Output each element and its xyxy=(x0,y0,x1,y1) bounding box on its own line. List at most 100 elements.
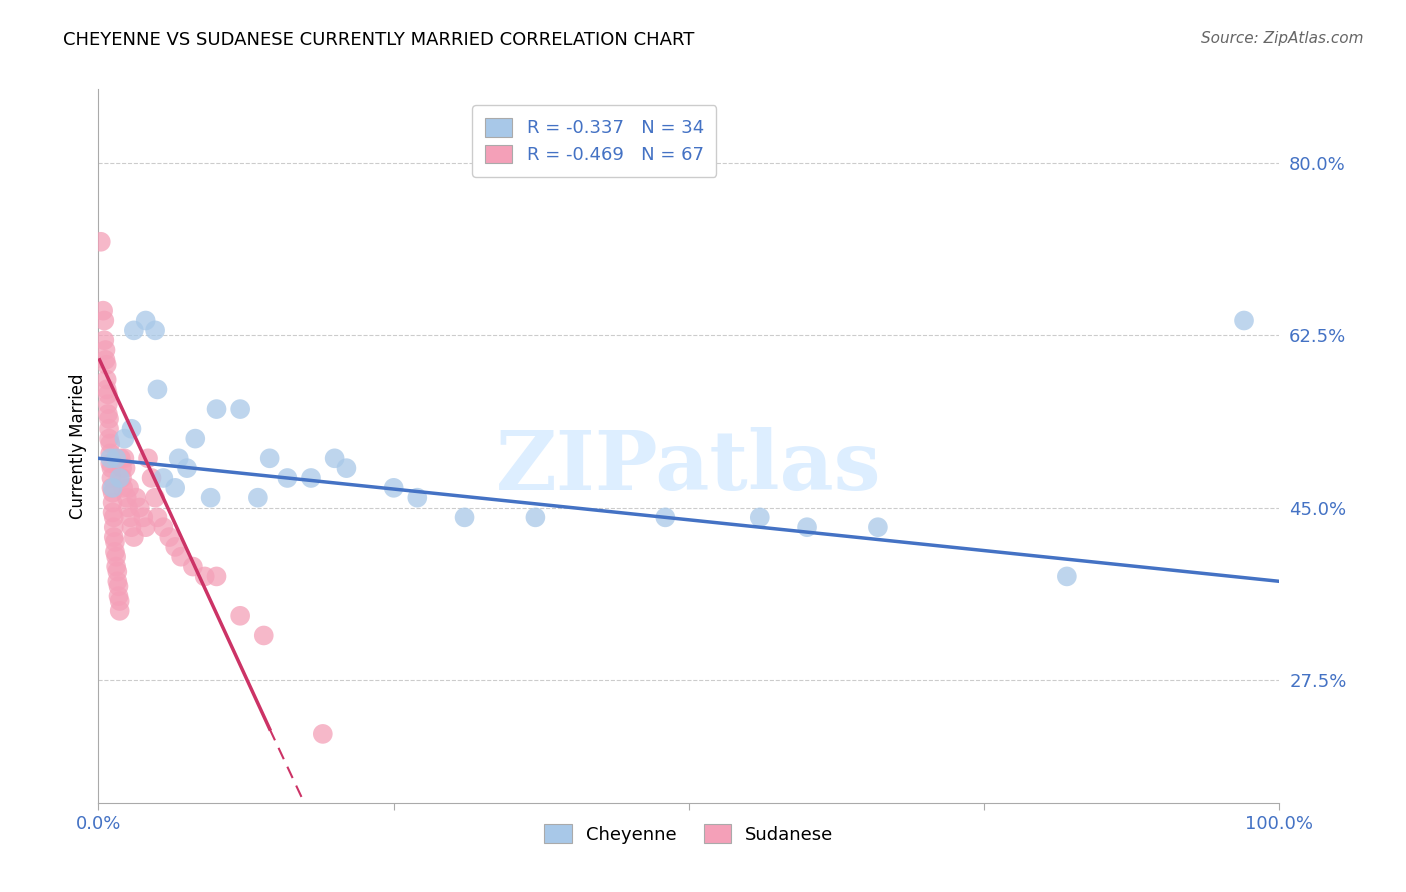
Point xyxy=(165,481,187,495)
Point xyxy=(98,451,121,466)
Point xyxy=(117,500,139,515)
Point xyxy=(101,481,124,495)
Point xyxy=(141,471,163,485)
Point xyxy=(152,520,174,534)
Point xyxy=(93,333,115,347)
Point xyxy=(111,471,134,485)
Point xyxy=(1233,313,1256,327)
Point xyxy=(97,407,120,421)
Point xyxy=(524,510,547,524)
Point xyxy=(96,358,118,372)
Point xyxy=(120,510,142,524)
Point xyxy=(136,451,159,466)
Point xyxy=(121,520,143,534)
Point xyxy=(108,594,131,608)
Point xyxy=(146,510,169,524)
Point xyxy=(96,383,118,397)
Point xyxy=(105,574,128,589)
Point xyxy=(105,549,128,564)
Point xyxy=(143,491,166,505)
Text: CHEYENNE VS SUDANESE CURRENTLY MARRIED CORRELATION CHART: CHEYENNE VS SUDANESE CURRENTLY MARRIED C… xyxy=(63,31,695,49)
Point xyxy=(132,510,155,524)
Point xyxy=(100,471,122,485)
Text: Source: ZipAtlas.com: Source: ZipAtlas.com xyxy=(1201,31,1364,46)
Point xyxy=(105,451,128,466)
Point xyxy=(246,491,269,505)
Point xyxy=(276,471,298,485)
Point xyxy=(100,481,122,495)
Point xyxy=(194,569,217,583)
Point xyxy=(184,432,207,446)
Point xyxy=(115,491,138,505)
Point xyxy=(323,451,346,466)
Point xyxy=(312,727,335,741)
Point xyxy=(229,402,252,417)
Point xyxy=(105,565,128,579)
Point xyxy=(112,451,135,466)
Point xyxy=(157,530,180,544)
Point xyxy=(796,520,818,534)
Point xyxy=(112,481,135,495)
Point xyxy=(453,510,475,524)
Point xyxy=(128,500,150,515)
Point xyxy=(103,530,125,544)
Point xyxy=(97,387,120,401)
Point xyxy=(105,559,128,574)
Point xyxy=(152,471,174,485)
Point xyxy=(146,383,169,397)
Point xyxy=(98,422,121,436)
Point xyxy=(98,436,121,450)
Point xyxy=(101,485,124,500)
Point xyxy=(253,628,276,642)
Point xyxy=(135,520,157,534)
Point xyxy=(112,432,135,446)
Point xyxy=(107,589,129,603)
Point xyxy=(114,461,136,475)
Point xyxy=(103,510,125,524)
Point xyxy=(118,481,141,495)
Point xyxy=(91,303,114,318)
Point xyxy=(90,235,112,249)
Point xyxy=(205,569,228,583)
Point xyxy=(107,579,129,593)
Point xyxy=(98,432,121,446)
Point xyxy=(98,446,121,460)
Point xyxy=(181,559,204,574)
Point xyxy=(97,397,120,411)
Point xyxy=(165,540,187,554)
Point xyxy=(98,412,121,426)
Point xyxy=(96,373,118,387)
Point xyxy=(200,491,222,505)
Point xyxy=(176,461,198,475)
Point xyxy=(101,495,124,509)
Point xyxy=(167,451,190,466)
Point xyxy=(98,456,121,470)
Point xyxy=(1056,569,1078,583)
Point xyxy=(205,402,228,417)
Point xyxy=(135,313,157,327)
Point xyxy=(122,323,145,337)
Point xyxy=(104,545,127,559)
Point xyxy=(108,604,131,618)
Legend: Cheyenne, Sudanese: Cheyenne, Sudanese xyxy=(537,817,841,851)
Point xyxy=(121,422,143,436)
Point xyxy=(654,510,676,524)
Point xyxy=(382,481,405,495)
Point xyxy=(103,520,125,534)
Point xyxy=(259,451,281,466)
Point xyxy=(299,471,322,485)
Point xyxy=(104,535,127,549)
Point xyxy=(125,491,148,505)
Text: ZIPatlas: ZIPatlas xyxy=(496,427,882,508)
Point xyxy=(100,461,122,475)
Point xyxy=(229,608,252,623)
Point xyxy=(143,323,166,337)
Point xyxy=(110,451,132,466)
Y-axis label: Currently Married: Currently Married xyxy=(69,373,87,519)
Point xyxy=(94,352,117,367)
Point xyxy=(748,510,770,524)
Point xyxy=(866,520,889,534)
Point xyxy=(122,530,145,544)
Point xyxy=(335,461,357,475)
Point xyxy=(94,343,117,357)
